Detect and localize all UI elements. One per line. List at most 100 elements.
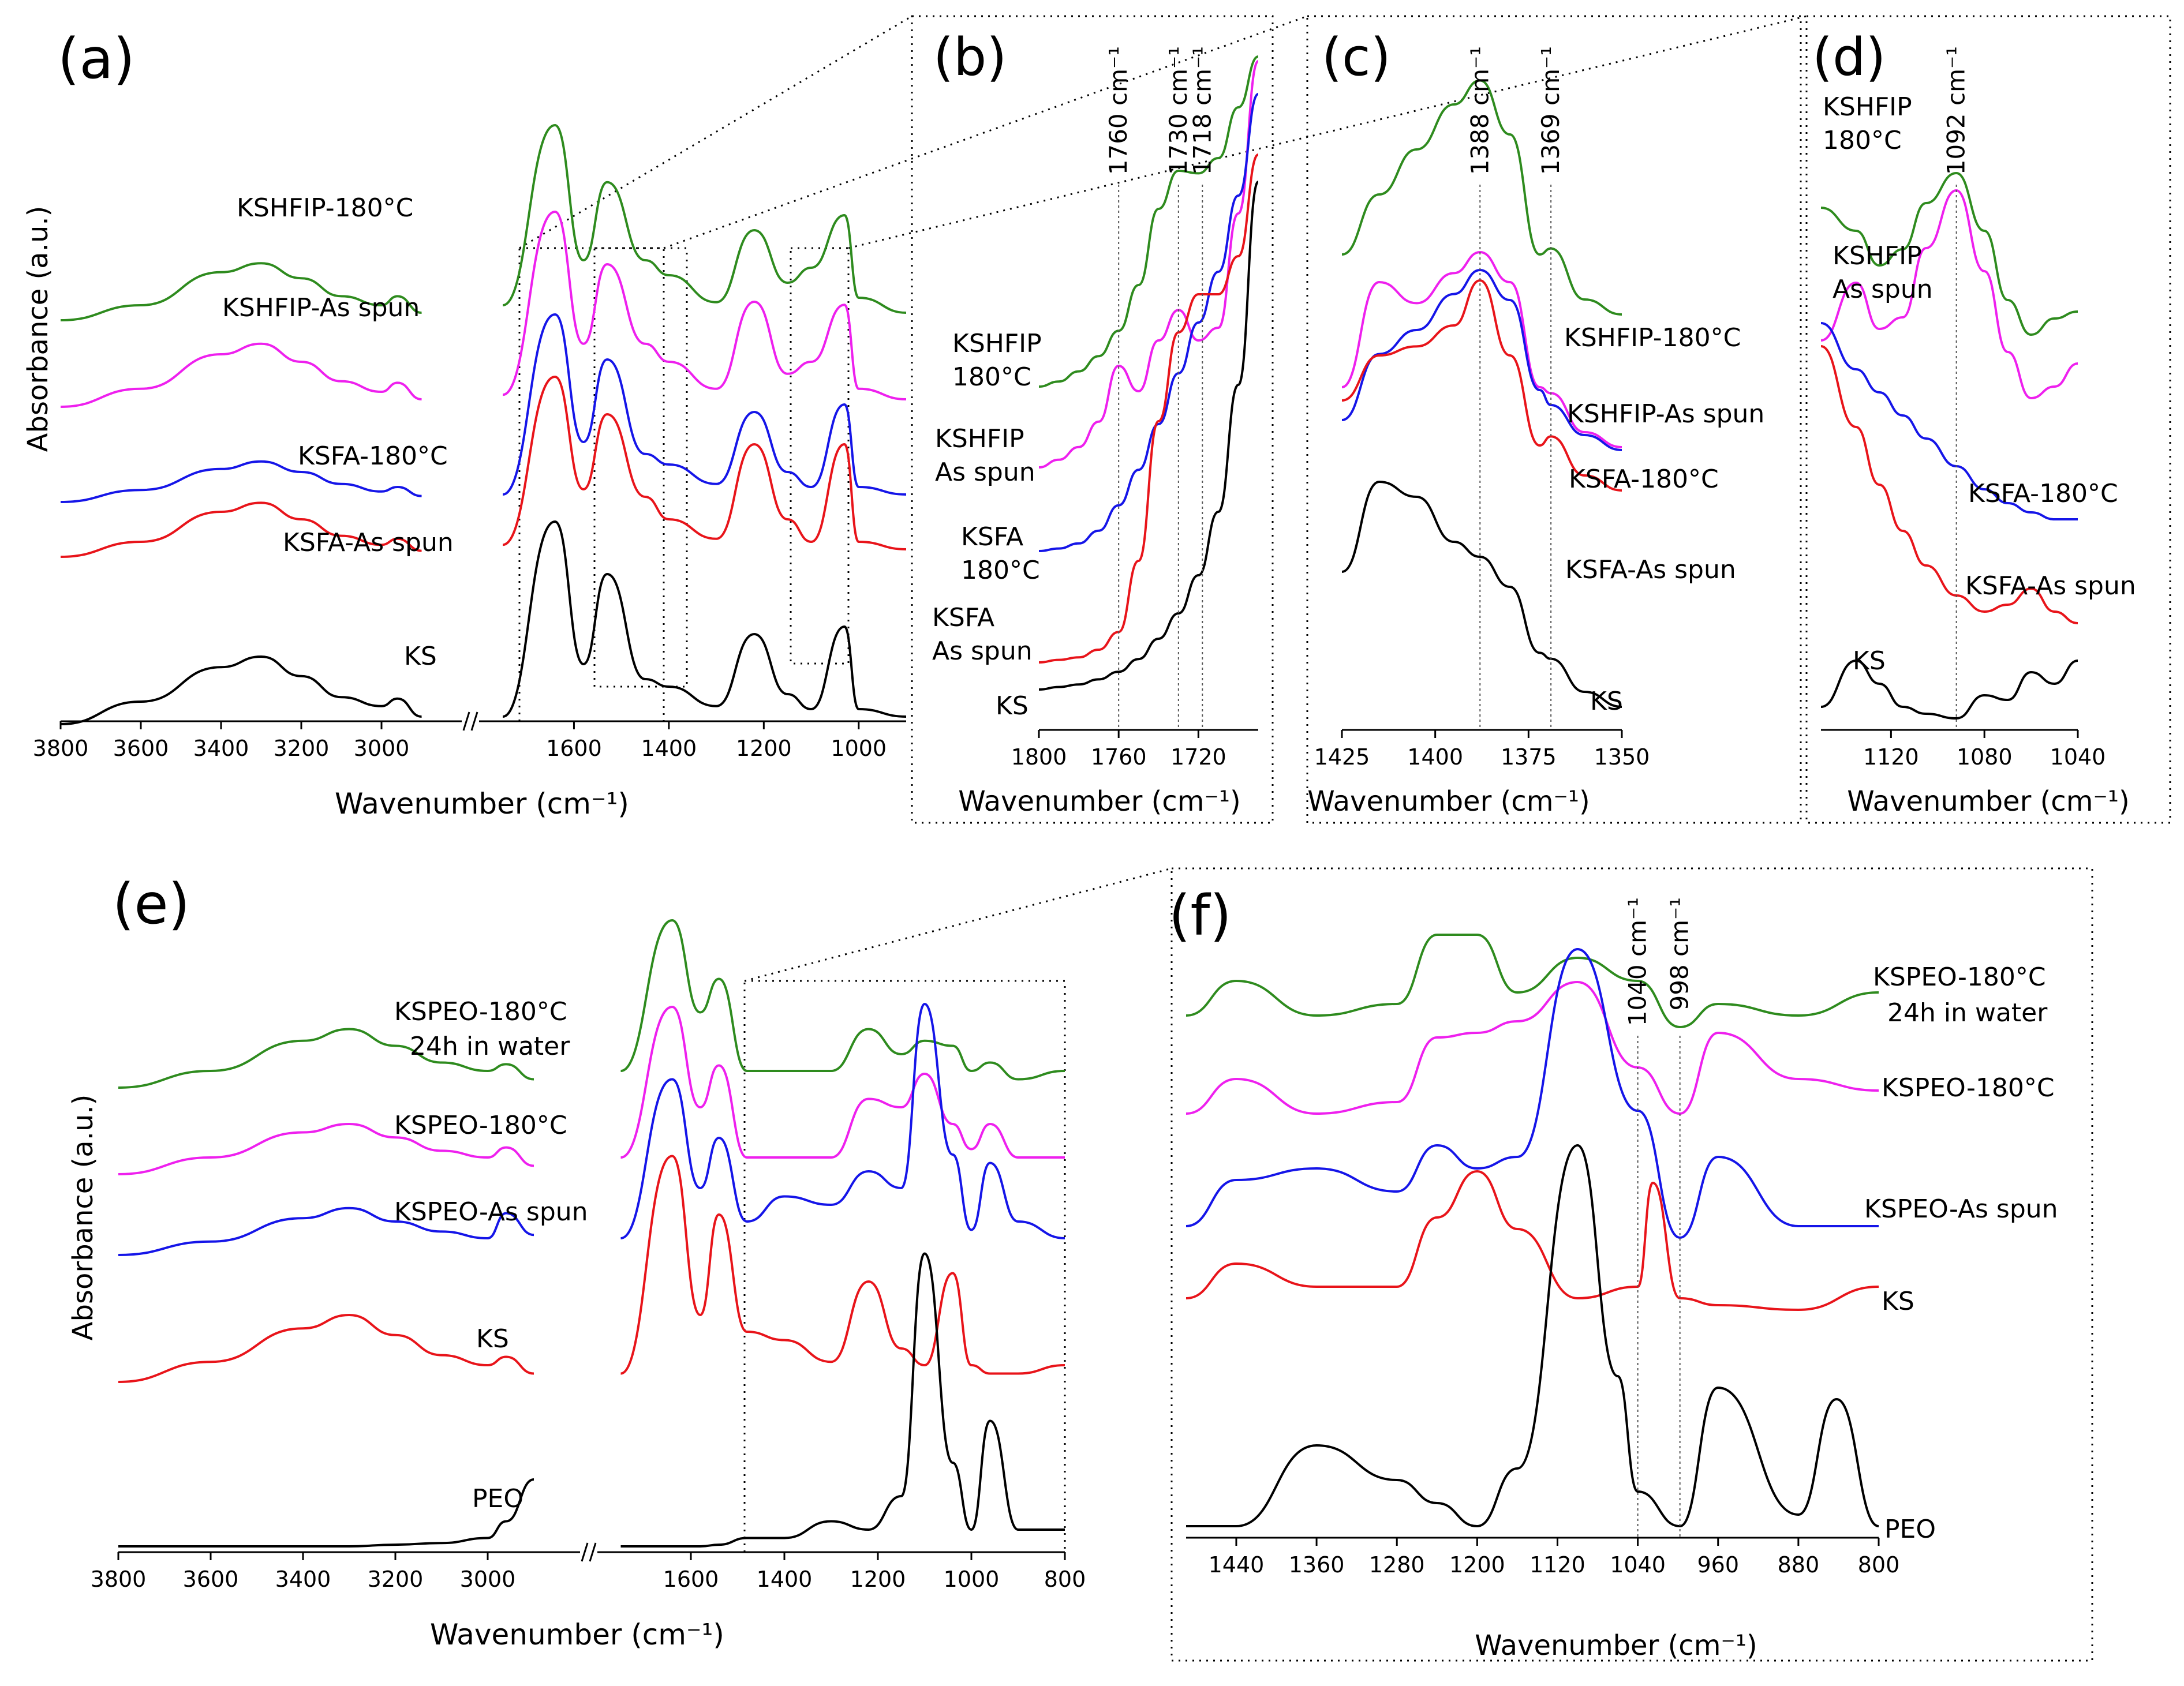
tick-label-a-1-3: 1000 [831,736,887,761]
tick-label-f-0-2: 1280 [1369,1552,1425,1578]
series-line-d-1-seg0 [1820,172,2078,336]
panel-label-e: (e) [113,872,190,936]
annotation-label-b-0: 1760 cm⁻¹ [1104,46,1132,175]
tick-label-e-0-2: 3400 [275,1567,331,1592]
panel-label-d: (d) [1812,27,1886,88]
series-line-e-4-seg0 [118,1314,534,1383]
axis-break-a-left [462,711,470,731]
tick-label-a-1-0: 1600 [546,736,602,761]
annotation-label-d-0: 1092 cm⁻¹ [1942,46,1970,175]
annotation-label-f-1: 998 cm⁻¹ [1666,897,1694,1011]
plot-area-b [1038,55,1259,691]
series-label-a-4: KSFA-As spun [283,528,454,557]
series-label-f-2: KSPEO-180°C [1882,1073,2055,1103]
x-axis-e: 3800 3600 3400 3200 3000 1600 1400 1200 1000 800 [91,1542,1086,1592]
annotations-f: 1040 cm⁻¹ 998 cm⁻¹ [1624,897,1694,1538]
ylabel-a: Absorbance (a.u.) [22,206,54,452]
series-label-e-3: KSPEO-As spun [394,1197,588,1227]
series-line-c-2-seg0 [1341,251,1622,448]
series-line-b-3-seg0 [1038,93,1259,552]
series-line-e-2-seg1 [620,1006,1065,1159]
series-line-b-2-seg0 [1038,60,1259,469]
plot-area-d [1820,172,2078,720]
panel-f: (f) Wavenumber (cm⁻¹) 1440 1360 1280 1200 11… [1169,867,2093,1662]
series-line-f-3-seg0 [1186,948,1879,1239]
tick-label-a-1-1: 1400 [641,736,697,761]
axis-break-e-right [589,1542,597,1562]
series-line-c-4-seg0 [1341,279,1622,492]
tick-label-c-0-2: 1375 [1501,744,1557,770]
tick-label-a-0-1: 3600 [113,736,169,761]
frame-c [1306,15,1802,824]
series-label-b-3: KSFA 180°C [961,522,1040,585]
annotations-c: 1388 cm⁻¹ 1369 cm⁻¹ [1465,46,1565,730]
tick-label-b-0-1: 1760 [1091,744,1147,770]
series-label-c-1: KSHFIP-180°C [1564,323,1741,353]
series-line-e-5-seg1 [620,1252,1065,1548]
tick-label-e-0-4: 3000 [460,1567,516,1592]
series-line-a-3-seg1 [502,313,907,496]
series-line-e-2-seg0 [118,1123,534,1175]
tick-label-f-0-8: 800 [1858,1552,1900,1578]
tick-label-b-0-0: 1800 [1011,744,1067,770]
series-line-f-5-seg0 [1186,1144,1879,1528]
zoom-box-a-3 [790,247,850,665]
series-line-a-1-seg0 [60,262,422,321]
series-line-d-5-seg0 [1820,660,2078,720]
series-line-e-3-seg1 [620,1003,1065,1239]
tick-label-b-0-2: 1720 [1170,744,1226,770]
series-label-d-3: KSFA-180°C [1968,479,2118,508]
tick-label-c-0-1: 1400 [1407,744,1463,770]
x-axis-a: 3800 3600 3400 3200 3000 1600 1400 1200 1000 [33,711,906,761]
tick-label-a-1-2: 1200 [736,736,792,761]
tick-label-e-1-3: 1000 [944,1567,1000,1592]
panel-e: (e) Absorbance (a.u.) Wavenumber (cm⁻¹) … [67,872,1086,1651]
series-label-a-1: KSHFIP-180°C [237,193,413,223]
series-label-a-3: KSFA-180°C [298,441,448,471]
tick-label-a-0-4: 3000 [354,736,410,761]
series-label-b-4: KSFA As spun [932,603,1033,666]
series-line-f-4-seg0 [1186,1170,1879,1311]
tick-label-f-0-4: 1120 [1529,1552,1585,1578]
series-line-f-1-seg0 [1186,933,1879,1028]
series-label-a-5: KS [404,642,437,671]
series-label-e-4: KS [476,1324,509,1354]
x-axis-b: 1800 1760 1720 [1011,729,1258,770]
panel-label-a: (a) [58,27,135,91]
tick-label-f-0-3: 1200 [1449,1552,1505,1578]
xlabel-a: Wavenumber (cm⁻¹) [335,787,629,820]
series-label-e-1: KSPEO-180°C 24h in water [394,997,570,1061]
series-line-b-4-seg0 [1038,153,1259,664]
xlabel-b: Wavenumber (cm⁻¹) [958,785,1241,818]
series-label-f-4: KS [1882,1287,1914,1316]
tick-label-f-0-5: 1040 [1610,1552,1666,1578]
tick-label-a-0-2: 3400 [193,736,249,761]
series-line-e-1-seg0 [118,1028,534,1089]
series-label-f-3: KSPEO-As spun [1864,1194,2058,1224]
series-line-e-1-seg1 [620,919,1065,1081]
tick-label-d-0-2: 1040 [2050,744,2106,770]
series-line-a-4-seg0 [60,501,422,558]
series-line-b-5-seg0 [1038,181,1259,691]
zoom-box-e [743,980,1066,1553]
series-labels-c: KSHFIP-180°C KSHFIP-As spun KSFA-180°C K… [1564,323,1764,716]
zoom-box-a-2 [593,247,688,688]
series-line-d-4-seg0 [1820,345,2078,624]
series-labels-e: KSPEO-180°C 24h in water KSPEO-180°C KSPE… [394,997,588,1513]
series-label-b-5: KS [996,691,1029,721]
series-label-e-2: KSPEO-180°C [394,1111,567,1140]
tick-label-e-0-1: 3600 [183,1567,239,1592]
series-line-b-1-seg0 [1038,55,1259,388]
tick-label-f-0-6: 960 [1697,1552,1739,1578]
zoom-box-a-1 [518,247,665,722]
x-axis-d: 1120 1080 1040 [1821,729,2106,770]
plot-area-f [1186,933,1879,1528]
annotation-label-f-0: 1040 cm⁻¹ [1624,897,1652,1026]
tick-label-c-0-0: 1425 [1314,744,1370,770]
xlabel-d: Wavenumber (cm⁻¹) [1847,785,2130,818]
tick-label-a-0-3: 3200 [274,736,330,761]
series-label-d-5: KS [1853,646,1886,676]
frame-d [1805,15,2171,824]
panel-label-f: (f) [1169,883,1232,948]
